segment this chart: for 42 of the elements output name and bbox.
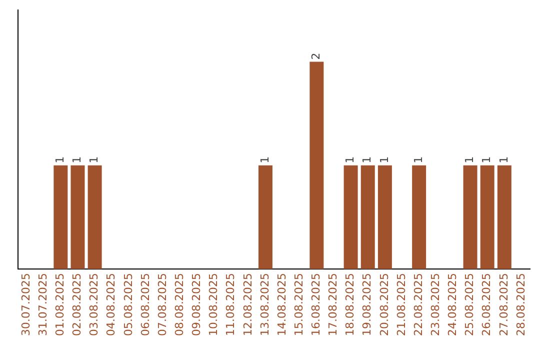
x-tick-label: 05.08.2025 (122, 273, 135, 336)
x-tick-label: 03.08.2025 (88, 273, 101, 336)
x-tick-label: 04.08.2025 (104, 273, 118, 336)
x-tick-label: 22.08.2025 (412, 273, 425, 336)
data-label: 1 (344, 156, 357, 164)
x-tick-label: 12.08.2025 (241, 273, 254, 336)
data-label: 1 (258, 156, 272, 164)
x-tick-label: 09.08.2025 (190, 273, 204, 336)
x-tick-label: 20.08.2025 (378, 273, 391, 336)
x-tick-label: 27.08.2025 (497, 273, 510, 336)
x-tick-label: 30.07.2025 (19, 273, 32, 336)
x-tick-label: 28.08.2025 (514, 273, 528, 336)
data-label: 1 (360, 156, 374, 164)
x-tick-label: 16.08.2025 (310, 273, 323, 336)
data-label: 2 (310, 52, 323, 60)
x-tick-label: 01.08.2025 (54, 273, 67, 336)
x-tick-label: 31.07.2025 (36, 273, 50, 336)
data-label: 1 (70, 156, 84, 164)
x-tick-label: 13.08.2025 (258, 273, 272, 336)
x-tick-label: 23.08.2025 (428, 273, 442, 336)
data-label: 1 (412, 156, 425, 164)
x-tick-label: 19.08.2025 (360, 273, 374, 336)
x-tick-label: 24.08.2025 (446, 273, 460, 336)
x-tick-label: 25.08.2025 (463, 273, 476, 336)
x-tick-label: 15.08.2025 (292, 273, 306, 336)
x-tick-label: 07.08.2025 (156, 273, 169, 336)
x-tick-label: 02.08.2025 (70, 273, 84, 336)
x-tick-label: 08.08.2025 (172, 273, 186, 336)
data-label: 1 (480, 156, 494, 164)
x-tick-label: 26.08.2025 (480, 273, 494, 336)
data-label: 1 (54, 156, 67, 164)
data-label: 1 (378, 156, 391, 164)
x-tick-label: 18.08.2025 (344, 273, 357, 336)
x-tick-label: 11.08.2025 (224, 273, 238, 336)
x-tick-label: 17.08.2025 (326, 273, 340, 336)
data-label: 1 (88, 156, 101, 164)
x-tick-label: 14.08.2025 (275, 273, 288, 336)
x-tick-label: 10.08.2025 (207, 273, 220, 336)
x-tick-label: 21.08.2025 (394, 273, 408, 336)
data-label: 1 (497, 156, 510, 164)
data-label: 1 (463, 156, 476, 164)
x-tick-label: 06.08.2025 (138, 273, 152, 336)
